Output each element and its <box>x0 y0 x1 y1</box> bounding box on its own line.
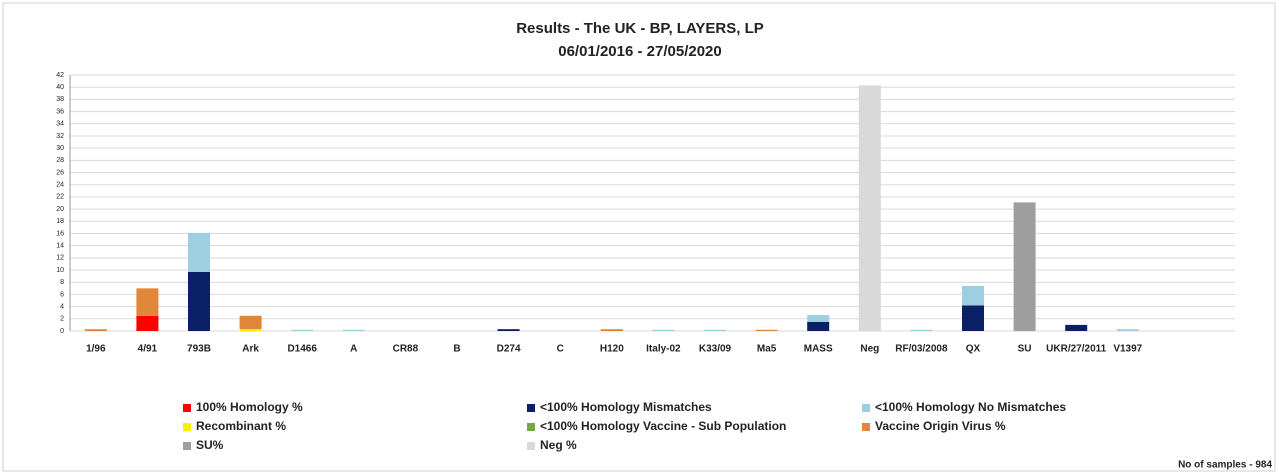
bar-segment <box>84 329 107 331</box>
bar-segment <box>962 305 984 331</box>
bar-segment <box>858 85 881 331</box>
x-tick-label: D274 <box>497 344 521 355</box>
legend-swatch <box>862 423 870 431</box>
bar-segment <box>1013 202 1036 331</box>
y-tick-label: 16 <box>56 230 64 237</box>
x-tick-label: Neg <box>860 344 879 355</box>
y-tick-label: 36 <box>56 108 64 115</box>
chart-title: Results - The UK - BP, LAYERS, LP <box>516 20 764 37</box>
legend-swatch <box>527 404 535 412</box>
bar-segment <box>239 315 262 330</box>
chart-subtitle: 06/01/2016 - 27/05/2020 <box>558 43 721 60</box>
bar-segment <box>188 232 210 272</box>
bar-segment <box>136 288 159 316</box>
y-tick-label: 12 <box>56 255 64 262</box>
bar-segment <box>600 329 623 331</box>
y-tick-label: 32 <box>56 133 64 140</box>
y-tick-label: 18 <box>56 218 64 225</box>
y-tick-label: 26 <box>56 169 64 176</box>
x-tick-label: QX <box>966 344 981 355</box>
legend-swatch <box>183 423 191 431</box>
x-tick-label: B <box>453 344 460 355</box>
y-tick-label: 22 <box>56 194 64 201</box>
bar-segment <box>962 285 984 306</box>
legend-label: Recombinant % <box>196 419 286 433</box>
bar-segment <box>291 329 314 331</box>
bar-segment <box>755 329 778 331</box>
y-tick-label: 4 <box>60 303 64 310</box>
y-tick-label: 34 <box>56 121 64 128</box>
bar-segment <box>807 315 830 322</box>
bar-segment <box>704 329 726 331</box>
x-tick-label: V1397 <box>1113 344 1142 355</box>
y-tick-label: 10 <box>56 267 64 274</box>
x-tick-label: K33/09 <box>699 344 732 355</box>
bar-segment <box>342 329 365 331</box>
legend-swatch <box>862 404 870 412</box>
bar-segment <box>1116 329 1139 331</box>
x-tick-label: Ark <box>242 344 259 355</box>
x-tick-label: RF/03/2008 <box>895 344 948 355</box>
y-tick-label: 28 <box>56 157 64 164</box>
x-tick-label: 4/91 <box>138 344 158 355</box>
bar-segment <box>807 321 830 331</box>
legend-label: 100% Homology % <box>196 400 303 414</box>
y-tick-label: 40 <box>56 84 64 91</box>
y-tick-label: 0 <box>60 328 64 335</box>
legend-label: Neg % <box>540 438 577 452</box>
bar-segment <box>188 271 210 331</box>
legend-swatch <box>183 442 191 450</box>
legend-swatch <box>527 442 535 450</box>
x-tick-label: H120 <box>600 344 624 355</box>
footnote: No of samples - 984 <box>1178 460 1272 471</box>
x-tick-label: C <box>557 344 564 355</box>
legend-label: <100% Homology No Mismatches <box>875 400 1066 414</box>
x-tick-label: UKR/27/2011 <box>1046 344 1106 355</box>
x-tick-label: CR88 <box>393 344 419 355</box>
legend-swatch <box>183 404 191 412</box>
legend-label: Vaccine Origin Virus % <box>875 419 1006 433</box>
bar-segment <box>136 315 159 331</box>
y-tick-label: 42 <box>56 72 64 79</box>
bar-segment <box>239 329 262 331</box>
y-tick-label: 38 <box>56 96 64 103</box>
x-tick-label: 793B <box>187 344 211 355</box>
legend-label: <100% Homology Mismatches <box>540 400 712 414</box>
legend-label: <100% Homology Vaccine - Sub Population <box>540 419 786 433</box>
legend-label: SU% <box>196 438 224 452</box>
bar-segment <box>910 329 933 331</box>
y-tick-label: 14 <box>56 243 64 250</box>
y-tick-label: 2 <box>60 316 64 323</box>
bar-segment <box>497 329 520 331</box>
bar-segment <box>652 329 675 331</box>
bar-segment <box>1065 324 1088 331</box>
x-tick-label: MASS <box>804 344 833 355</box>
y-tick-label: 20 <box>56 206 64 213</box>
y-tick-label: 24 <box>56 182 64 189</box>
x-tick-label: 1/96 <box>86 344 106 355</box>
y-tick-label: 30 <box>56 145 64 152</box>
x-tick-label: Ma5 <box>757 344 777 355</box>
x-tick-label: Italy-02 <box>646 344 681 355</box>
x-tick-label: D1466 <box>287 344 317 355</box>
y-tick-label: 8 <box>60 279 64 286</box>
legend-swatch <box>527 423 535 431</box>
y-tick-label: 6 <box>60 291 64 298</box>
x-tick-label: SU <box>1018 344 1032 355</box>
x-tick-label: A <box>350 344 357 355</box>
